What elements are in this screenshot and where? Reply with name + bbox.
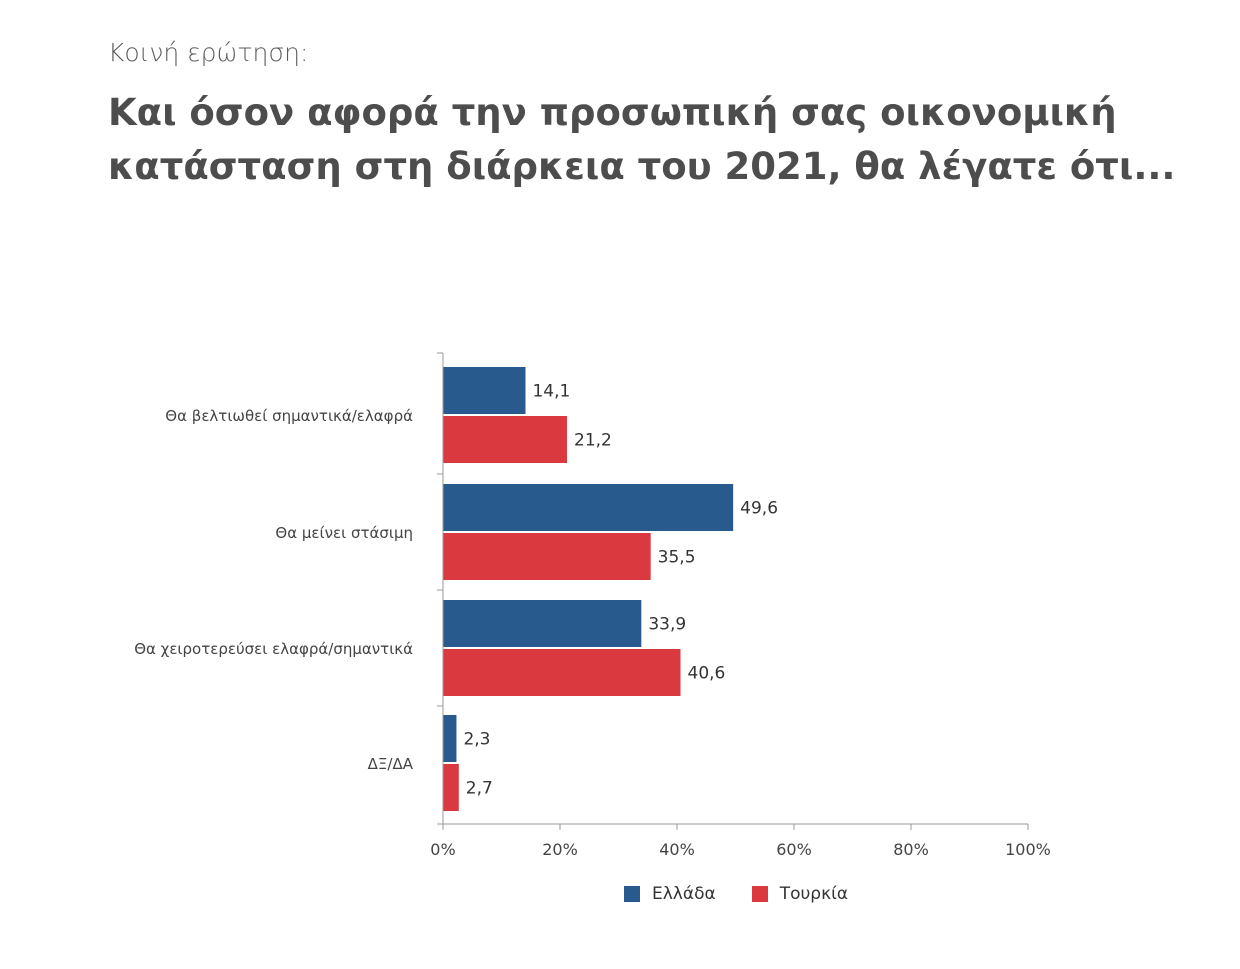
- bar-greece-3: [443, 715, 457, 762]
- data-label-turkey-0: 21,2: [574, 431, 612, 451]
- legend-label-greece: Ελλάδα: [652, 884, 716, 904]
- category-label-2: Θα χειροτερεύσει ελαφρά/σημαντικά: [134, 640, 413, 658]
- bar-greece-0: [443, 367, 526, 414]
- legend: Ελλάδα Τουρκία: [624, 884, 884, 904]
- data-label-greece-2: 33,9: [648, 615, 686, 635]
- question-eyebrow: Κοινή ερώτηση:: [108, 38, 309, 67]
- x-tick-label-1: 20%: [542, 840, 578, 859]
- x-tick-label-3: 60%: [776, 840, 812, 859]
- chart-title-line-2: κατάσταση στη διάρκεια του 2021, θα λέγα…: [108, 145, 1176, 188]
- bar-turkey-2: [443, 649, 681, 696]
- legend-label-turkey: Τουρκία: [779, 884, 849, 904]
- legend-item-greece: Ελλάδα: [624, 884, 716, 904]
- category-label-1: Θα μείνει στάσιμη: [275, 524, 413, 542]
- x-tick-label-5: 100%: [1005, 840, 1051, 859]
- data-label-turkey-2: 40,6: [688, 664, 726, 684]
- data-label-turkey-3: 2,7: [466, 779, 493, 799]
- legend-item-turkey: Τουρκία: [751, 884, 849, 904]
- x-tick-label-2: 40%: [659, 840, 695, 859]
- bar-turkey-0: [443, 416, 568, 463]
- chart-title: Και όσον αφορά την προσωπική σας οικονομ…: [108, 86, 1188, 194]
- data-label-greece-0: 14,1: [532, 382, 570, 402]
- category-label-0: Θα βελτιωθεί σημαντικά/ελαφρά: [165, 407, 413, 425]
- data-label-greece-3: 2,3: [463, 730, 490, 750]
- bar-greece-2: [443, 600, 642, 647]
- x-tick-label-4: 80%: [893, 840, 929, 859]
- x-tick-label-0: 0%: [430, 840, 455, 859]
- data-label-greece-1: 49,6: [740, 499, 778, 519]
- legend-swatch-turkey: [751, 886, 768, 902]
- bar-greece-1: [443, 484, 734, 531]
- chart-title-line-1: Και όσον αφορά την προσωπική σας οικονομ…: [108, 91, 1117, 134]
- category-label-3: ΔΞ/ΔΑ: [368, 755, 414, 773]
- data-label-turkey-1: 35,5: [658, 548, 696, 568]
- bar-turkey-1: [443, 533, 651, 580]
- bar-turkey-3: [443, 764, 459, 811]
- legend-swatch-greece: [624, 886, 640, 902]
